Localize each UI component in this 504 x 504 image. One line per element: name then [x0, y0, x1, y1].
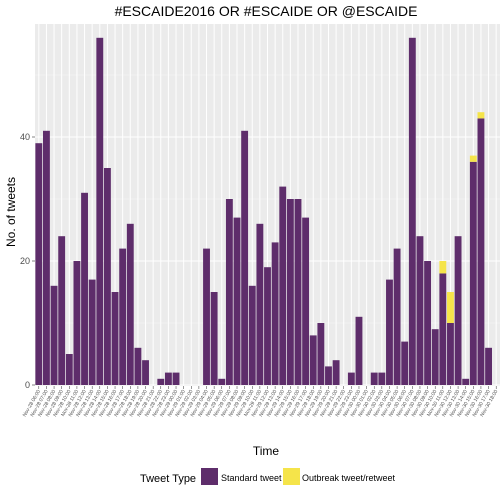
bar-standard-tweet — [50, 285, 58, 385]
y-tick-label: 20 — [20, 256, 30, 266]
bar-standard-tweet — [164, 372, 172, 385]
bar-standard-tweet — [439, 273, 447, 385]
bar-standard-tweet — [233, 217, 241, 385]
bar-standard-tweet — [271, 242, 279, 385]
bar-standard-tweet — [370, 372, 378, 385]
bar-outbreak-tweet — [469, 155, 477, 162]
bar-standard-tweet — [401, 341, 409, 385]
bar-standard-tweet — [88, 279, 96, 385]
bar-standard-tweet — [424, 261, 432, 385]
bar-outbreak-tweet — [439, 261, 447, 274]
bar-standard-tweet — [355, 316, 363, 385]
chart-title: #ESCAIDE2016 OR #ESCAIDE OR @ESCAIDE — [115, 3, 418, 19]
y-tick-label: 0 — [25, 380, 30, 390]
legend-label-standard: Standard tweet — [221, 473, 282, 483]
bar-standard-tweet — [454, 236, 462, 385]
bar-standard-tweet — [225, 199, 233, 385]
bar-outbreak-tweet — [477, 112, 485, 119]
bar-standard-tweet — [317, 323, 325, 385]
bar-standard-tweet — [43, 130, 50, 385]
bar-standard-tweet — [408, 37, 416, 386]
bar-standard-tweet — [469, 161, 477, 385]
legend-swatch-outbreak — [283, 468, 300, 485]
bar-standard-tweet — [172, 372, 180, 385]
bar-standard-tweet — [65, 354, 73, 385]
bar-standard-tweet — [325, 366, 332, 385]
legend-label-outbreak: Outbreak tweet/retweet — [302, 473, 396, 483]
bar-standard-tweet — [477, 118, 485, 386]
bar-outbreak-tweet — [447, 292, 454, 323]
bar-standard-tweet — [218, 378, 226, 385]
bar-standard-tweet — [431, 329, 439, 385]
legend: Tweet Type Standard tweet Outbreak tweet… — [140, 468, 396, 485]
bar-standard-tweet — [309, 335, 317, 385]
bar-standard-tweet — [279, 186, 287, 385]
y-tick-label: 40 — [20, 132, 30, 142]
bar-standard-tweet — [447, 323, 454, 385]
bar-standard-tweet — [416, 236, 424, 385]
bar-standard-tweet — [294, 199, 302, 385]
bar-standard-tweet — [111, 292, 119, 385]
bar-standard-tweet — [119, 248, 127, 385]
y-axis-title: No. of tweets — [4, 177, 18, 247]
x-axis-title: Time — [253, 444, 280, 458]
bar-standard-tweet — [134, 347, 142, 385]
bar-standard-tweet — [210, 292, 218, 385]
bars — [35, 37, 492, 386]
bar-standard-tweet — [203, 248, 210, 385]
bar-standard-tweet — [386, 279, 393, 385]
bar-standard-tweet — [58, 236, 66, 385]
bar-standard-tweet — [248, 285, 256, 385]
legend-swatch-standard — [201, 468, 218, 485]
bar-standard-tweet — [157, 378, 165, 385]
bar-standard-tweet — [103, 168, 111, 385]
bar-standard-tweet — [73, 261, 81, 385]
bar-standard-tweet — [347, 372, 355, 385]
bar-standard-tweet — [142, 360, 149, 385]
bar-standard-tweet — [241, 130, 249, 385]
bar-standard-tweet — [81, 192, 88, 385]
bar-standard-tweet — [35, 143, 43, 385]
bar-standard-tweet — [378, 372, 386, 385]
bar-standard-tweet — [96, 37, 104, 386]
y-axis-ticks: 0 20 40 — [20, 132, 35, 390]
legend-title: Tweet Type — [140, 473, 196, 485]
bar-standard-tweet — [126, 223, 134, 385]
bar-standard-tweet — [462, 378, 470, 385]
bar-standard-tweet — [256, 223, 264, 385]
bar-standard-tweet — [286, 199, 294, 385]
bar-standard-tweet — [393, 248, 401, 385]
bar-standard-tweet — [302, 217, 310, 385]
bar-standard-tweet — [264, 267, 271, 385]
bar-standard-tweet — [485, 347, 492, 385]
bar-standard-tweet — [332, 360, 340, 385]
